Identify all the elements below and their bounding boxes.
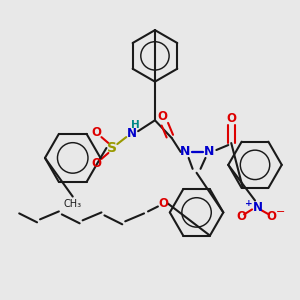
Text: H: H	[131, 120, 140, 130]
Text: N: N	[253, 201, 263, 214]
Text: N: N	[179, 146, 190, 158]
Text: O: O	[157, 110, 167, 123]
Text: CH₃: CH₃	[64, 200, 82, 209]
Text: −: −	[276, 207, 286, 218]
Text: O: O	[267, 210, 277, 223]
Text: O: O	[158, 197, 168, 210]
Text: N: N	[127, 127, 137, 140]
Text: O: O	[226, 112, 236, 125]
Text: O: O	[92, 126, 101, 139]
Text: N: N	[204, 146, 214, 158]
Text: +: +	[245, 199, 253, 208]
Text: O: O	[92, 158, 101, 170]
Text: O: O	[236, 210, 246, 223]
Text: S: S	[107, 141, 117, 155]
